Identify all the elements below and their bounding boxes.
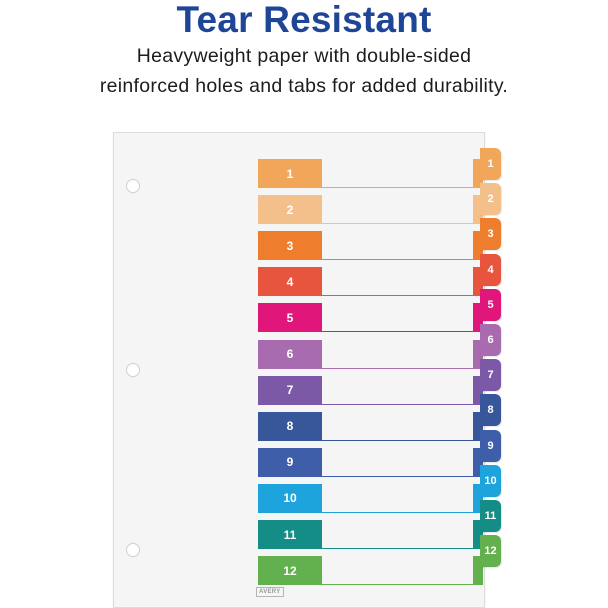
punch-hole	[126, 543, 140, 557]
divider-row-line	[322, 223, 473, 225]
divider-tab: 3	[480, 218, 501, 251]
divider-row-edge	[473, 195, 483, 225]
avery-logo: AVERY	[256, 587, 284, 597]
divider-row-edge	[473, 483, 483, 513]
divider-row-line	[322, 584, 473, 586]
divider-row-number: 2	[258, 195, 322, 225]
divider-row-number: 8	[258, 411, 322, 441]
divider-row-line	[322, 439, 473, 441]
divider-row-edge	[473, 556, 483, 586]
divider-row: 3	[258, 231, 483, 261]
divider-row-edge	[473, 159, 483, 188]
divider-row: 1	[258, 159, 483, 188]
divider-tab: 8	[480, 394, 501, 427]
divider-row-number: 4	[258, 267, 322, 297]
divider-row-line	[322, 331, 473, 333]
divider-row-line	[322, 295, 473, 297]
subhead-line-1: Heavyweight paper with double-sided	[136, 45, 472, 67]
divider-tab: 7	[480, 359, 501, 392]
divider-row: 9	[258, 447, 483, 477]
divider-tab: 5	[480, 288, 501, 321]
divider-row-number: 7	[258, 375, 322, 405]
divider-tab: 2	[480, 183, 501, 216]
divider-row: 12	[258, 556, 483, 586]
divider-row-line	[322, 548, 473, 549]
divider-row-number: 11	[258, 520, 322, 549]
divider-row-edge	[473, 375, 483, 405]
divider-row-edge	[473, 520, 483, 549]
punch-hole	[126, 179, 140, 193]
divider-row-edge	[473, 231, 483, 261]
divider-row-line	[322, 511, 473, 513]
divider-row-line	[322, 403, 473, 405]
divider-row-number: 1	[258, 159, 322, 188]
subhead-line-2: reinforced holes and tabs for added dura…	[99, 75, 509, 97]
divider-row-edge	[473, 303, 483, 333]
punch-hole	[126, 363, 140, 377]
divider-row: 11	[258, 520, 483, 549]
divider-tab: 4	[480, 253, 501, 286]
divider-row-line	[322, 259, 473, 261]
divider-row: 2	[258, 195, 483, 225]
divider-row-number: 10	[258, 483, 322, 513]
divider-row: 5	[258, 303, 483, 333]
divider-row-line	[322, 367, 473, 369]
divider-tab: 9	[480, 429, 501, 462]
divider-row-line	[322, 187, 473, 188]
divider-row: 6	[258, 339, 483, 369]
divider-sheet: 1 2 3 4 5 6 7 8 9 10 11 12 AVERY	[113, 132, 485, 608]
divider-row: 10	[258, 483, 483, 513]
divider-row-edge	[473, 267, 483, 297]
divider-tab: 6	[480, 324, 501, 356]
divider-row-edge	[473, 339, 483, 369]
divider-tab: 11	[480, 500, 501, 532]
divider-row-edge	[473, 411, 483, 441]
divider-row: 4	[258, 267, 483, 297]
divider-tab: 12	[480, 535, 501, 568]
divider-row-line	[322, 475, 473, 477]
divider-row: 7	[258, 375, 483, 405]
divider-tab: 1	[480, 148, 501, 180]
divider-row-number: 9	[258, 447, 322, 477]
divider-row-number: 12	[258, 556, 322, 586]
divider-tab: 10	[480, 464, 501, 497]
divider-row-number: 3	[258, 231, 322, 261]
divider-row: 8	[258, 411, 483, 441]
divider-row-number: 6	[258, 339, 322, 369]
divider-row-edge	[473, 447, 483, 477]
headline: Tear Resistant	[176, 0, 432, 40]
divider-row-number: 5	[258, 303, 322, 333]
